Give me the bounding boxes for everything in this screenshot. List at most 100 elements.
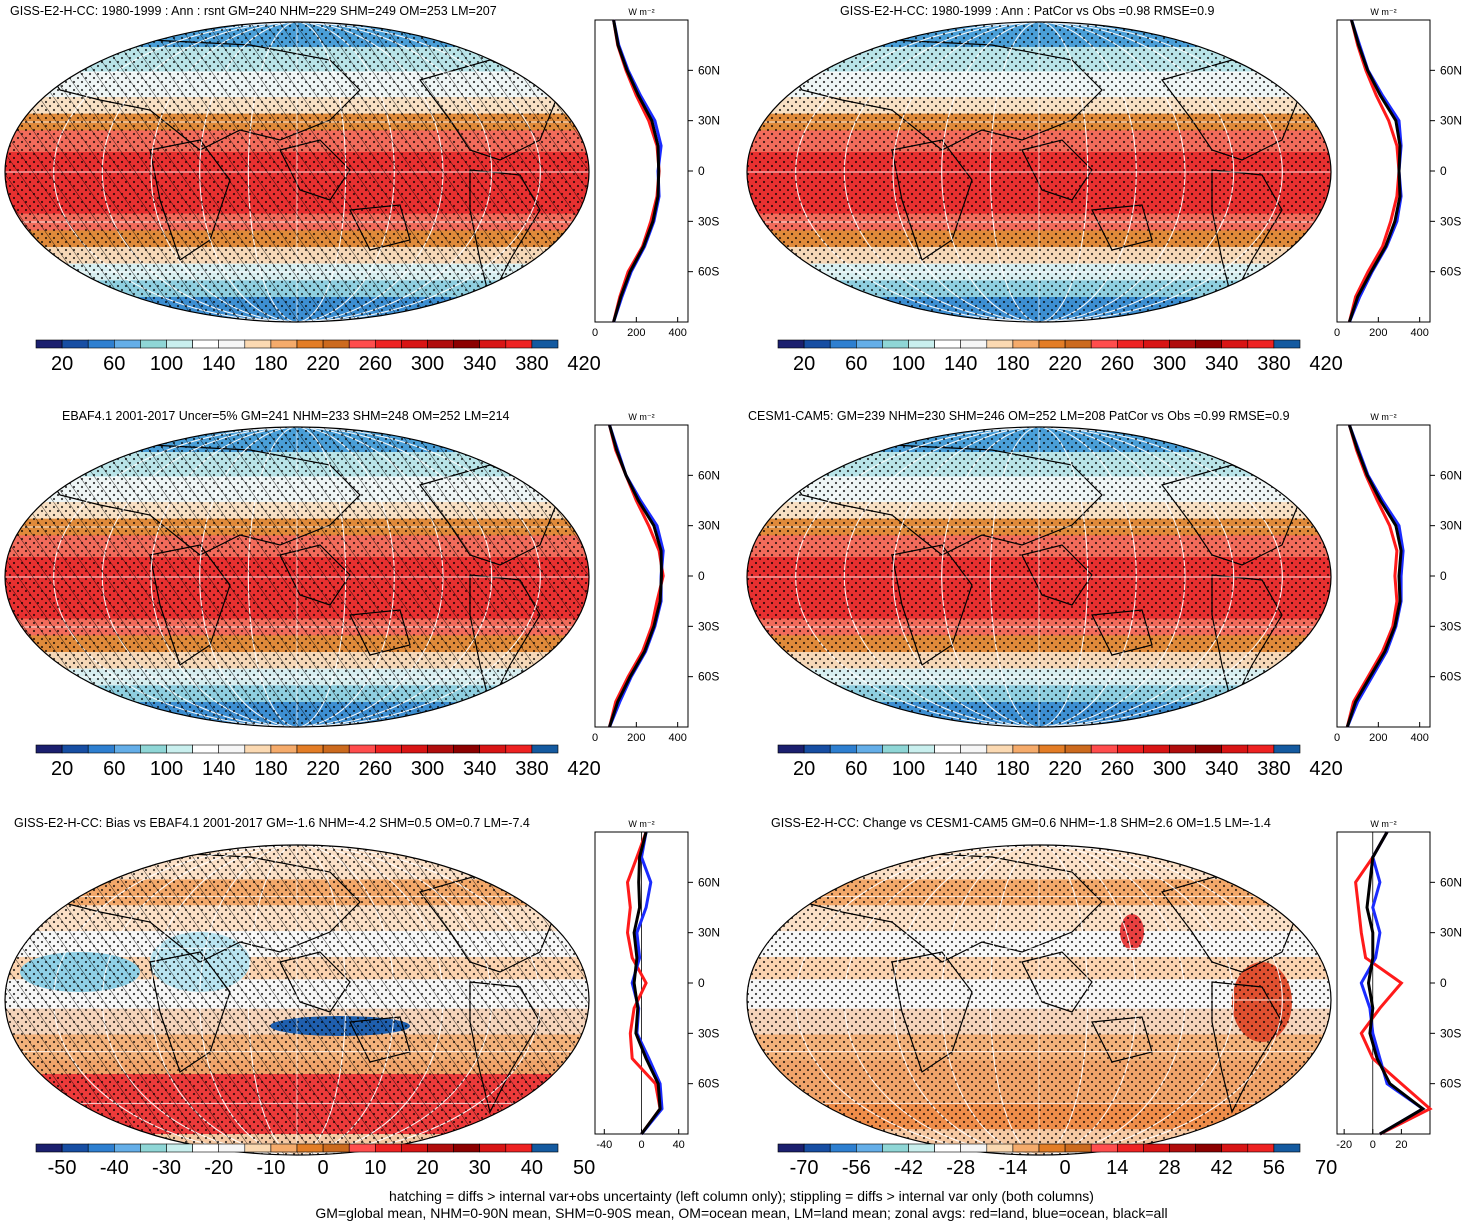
profile-all-line xyxy=(614,20,659,322)
colorbar-label: 340 xyxy=(1205,758,1238,780)
profile-ocean-line xyxy=(1349,20,1401,322)
colorbar-label: -56 xyxy=(842,1157,871,1179)
colorbar-label: 180 xyxy=(254,758,287,780)
profile-all-line xyxy=(610,425,662,727)
colorbar-swatch xyxy=(856,1144,882,1152)
colorbar-label: 380 xyxy=(1257,353,1290,375)
colorbar-swatch xyxy=(375,340,401,348)
colorbar-swatch xyxy=(882,340,908,348)
x-tick-label: -20 xyxy=(1336,1139,1352,1151)
colorbar-swatch xyxy=(245,745,271,753)
lat-tick-label: 30S xyxy=(698,1026,719,1040)
hatch-overlay xyxy=(5,845,589,1155)
lat-tick-label: 30N xyxy=(698,926,720,940)
profile-ocean-line xyxy=(610,425,664,727)
colorbar-label: 20 xyxy=(51,353,73,375)
colorbar-label: 260 xyxy=(359,758,392,780)
colorbar-swatch xyxy=(219,745,245,753)
colorbar-swatch xyxy=(36,340,62,348)
lat-tick-label: 60N xyxy=(1440,468,1462,482)
colorbar-swatch xyxy=(62,1144,88,1152)
colorbar-swatch xyxy=(506,745,532,753)
colorbar-swatch xyxy=(778,745,804,753)
lat-tick-label: 60N xyxy=(698,63,720,77)
colorbar-swatch xyxy=(1065,745,1091,753)
colorbar-swatch xyxy=(219,340,245,348)
hatch-overlay xyxy=(5,427,589,727)
colorbar-swatch xyxy=(778,1144,804,1152)
x-tick-label: 200 xyxy=(627,327,645,339)
colorbar-label: 340 xyxy=(463,353,496,375)
colorbar-swatch xyxy=(454,745,480,753)
colorbar-swatch xyxy=(1143,340,1169,348)
map-field xyxy=(747,845,1331,1156)
profile-land-line xyxy=(1349,20,1399,322)
colorbar-swatch xyxy=(297,340,323,348)
colorbar-label: -50 xyxy=(48,1157,77,1179)
colorbar-swatch xyxy=(1091,1144,1117,1152)
colorbar-label: 10 xyxy=(364,1157,386,1179)
colorbar-label: 50 xyxy=(573,1157,595,1179)
colorbar-swatch xyxy=(1039,745,1065,753)
x-tick-label: 400 xyxy=(668,327,686,339)
colorbar-swatch xyxy=(1222,745,1248,753)
colorbar-swatch xyxy=(401,340,427,348)
colorbar-swatch xyxy=(856,340,882,348)
colorbar-label: 380 xyxy=(515,758,548,780)
colorbar-swatch xyxy=(882,745,908,753)
colorbar-swatch xyxy=(349,340,375,348)
colorbar-label: 140 xyxy=(202,353,235,375)
panel-4: CESM1-CAM5: GM=239 NHM=230 SHM=246 OM=25… xyxy=(742,405,1483,795)
colorbar-swatch xyxy=(88,745,114,753)
profile-unit: W m⁻² xyxy=(1370,412,1396,422)
lat-tick-label: 30S xyxy=(1440,619,1461,633)
colorbar-swatch xyxy=(1039,340,1065,348)
lat-tick-label: 60S xyxy=(1440,265,1461,279)
colorbar-label: -40 xyxy=(100,1157,129,1179)
colorbar-label: -14 xyxy=(998,1157,1027,1179)
colorbar-swatch xyxy=(1091,745,1117,753)
colorbar-swatch xyxy=(935,340,961,348)
lat-tick-label: 30S xyxy=(1440,1026,1461,1040)
lat-tick-label: 60N xyxy=(698,875,720,889)
colorbar-swatch xyxy=(375,745,401,753)
colorbar-label: -10 xyxy=(256,1157,285,1179)
lat-tick-label: 30N xyxy=(698,114,720,128)
panel-6: GISS-E2-H-CC: Change vs CESM1-CAM5 GM=0.… xyxy=(742,812,1483,1184)
profile-land-line xyxy=(610,425,664,727)
colorbar-label: -42 xyxy=(894,1157,923,1179)
colorbar-swatch xyxy=(856,745,882,753)
x-tick-label: 0 xyxy=(638,1139,644,1151)
colorbar-swatch xyxy=(480,1144,506,1152)
panel-2: GISS-E2-H-CC: 1980-1999 : Ann : PatCor v… xyxy=(742,0,1483,390)
x-tick-label: 40 xyxy=(673,1139,685,1151)
panel-5: GISS-E2-H-CC: Bias vs EBAF4.1 2001-2017 … xyxy=(0,812,742,1184)
colorbar-swatch xyxy=(245,340,271,348)
colorbar-label: 14 xyxy=(1106,1157,1128,1179)
lat-tick-label: 60S xyxy=(1440,670,1461,684)
lat-tick-label: 30S xyxy=(698,214,719,228)
colorbar-swatch xyxy=(167,745,193,753)
colorbar-swatch xyxy=(532,745,558,753)
lat-tick-label: 60N xyxy=(1440,63,1462,77)
colorbar-label: 260 xyxy=(1101,353,1134,375)
colorbar-swatch xyxy=(114,1144,140,1152)
colorbar-label: 300 xyxy=(1153,353,1186,375)
colorbar-swatch xyxy=(1196,1144,1222,1152)
colorbar-swatch xyxy=(1117,1144,1143,1152)
x-tick-label: 0 xyxy=(592,732,598,744)
lat-tick-label: 60N xyxy=(1440,875,1462,889)
lat-tick-label: 60S xyxy=(698,1077,719,1091)
colorbar-label: -70 xyxy=(790,1157,819,1179)
colorbar-label: 30 xyxy=(469,1157,491,1179)
lat-tick-label: 0 xyxy=(698,569,705,583)
profile-unit: W m⁻² xyxy=(1370,819,1396,829)
colorbar-swatch xyxy=(271,340,297,348)
colorbar-label: 260 xyxy=(1101,758,1134,780)
colorbar-label: 0 xyxy=(318,1157,329,1179)
colorbar-swatch xyxy=(1170,1144,1196,1152)
x-tick-label: 0 xyxy=(1334,327,1340,339)
colorbar-swatch xyxy=(323,340,349,348)
